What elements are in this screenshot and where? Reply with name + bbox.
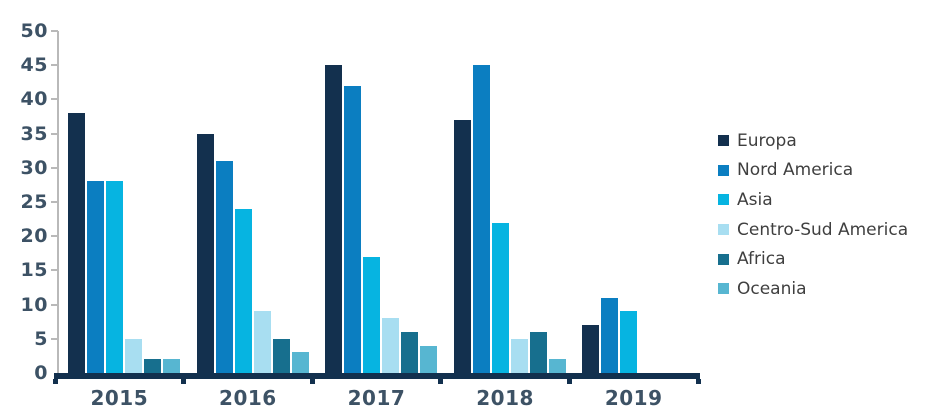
bar-asia-2018 xyxy=(491,222,509,373)
legend-label: Nord America xyxy=(737,160,854,181)
y-tick-mark xyxy=(51,98,58,101)
x-tick-mark xyxy=(438,379,444,384)
legend-item-asia: Asia xyxy=(718,185,948,215)
y-tick-label: 20 xyxy=(20,225,48,248)
legend-label: Africa xyxy=(737,249,786,270)
y-tick-mark xyxy=(51,269,58,272)
bar-nord-america-2017 xyxy=(344,85,362,373)
bar-nord-america-2018 xyxy=(472,65,490,373)
x-tick-label: 2015 xyxy=(90,386,149,410)
y-tick-label: 35 xyxy=(20,122,48,145)
x-tick-label: 2018 xyxy=(476,386,534,410)
legend-swatch-icon xyxy=(718,253,729,265)
y-tick-mark xyxy=(51,303,58,306)
bar-centro-sud-america-2018 xyxy=(510,338,528,373)
legend-swatch-icon xyxy=(718,194,729,206)
x-tick-mark xyxy=(52,379,58,384)
y-tick-mark xyxy=(51,166,58,169)
y-tick-label: 0 xyxy=(34,362,48,384)
bar-asia-2017 xyxy=(363,256,381,373)
bar-europa-2016 xyxy=(196,133,214,373)
bar-nord-america-2019 xyxy=(601,297,619,373)
bar-centro-sud-america-2017 xyxy=(382,318,400,373)
bar-oceania-2016 xyxy=(291,352,309,373)
bar-centro-sud-america-2015 xyxy=(125,338,142,373)
x-tick-mark xyxy=(566,379,572,384)
bar-centro-sud-america-2016 xyxy=(253,311,271,373)
legend-label: Oceania xyxy=(737,278,807,299)
x-tick-label: 2019 xyxy=(604,386,663,410)
bar-europa-2019 xyxy=(582,325,600,373)
x-tick-mark xyxy=(309,379,315,384)
legend-swatch-icon xyxy=(718,164,729,176)
bar-asia-2019 xyxy=(620,311,638,373)
y-tick-label: 25 xyxy=(20,191,48,213)
y-tick-mark xyxy=(51,235,58,238)
bar-oceania-2015 xyxy=(163,359,180,373)
bar-africa-2018 xyxy=(529,331,547,373)
chart-legend: Europa Nord America Asia Centro-Sud America… xyxy=(718,126,948,304)
x-axis-line xyxy=(54,373,700,379)
y-tick-mark xyxy=(51,64,58,67)
y-tick-label: 40 xyxy=(20,88,48,111)
bar-africa-2017 xyxy=(401,331,419,373)
y-axis-line xyxy=(57,31,59,374)
bar-africa-2016 xyxy=(272,338,290,373)
bar-asia-2016 xyxy=(234,208,252,373)
y-tick-label: 10 xyxy=(20,293,48,316)
bar-europa-2015 xyxy=(68,113,85,373)
y-tick-mark xyxy=(51,337,58,340)
bar-nord-america-2016 xyxy=(215,160,233,373)
legend-item-nord-america: Nord America xyxy=(718,156,948,186)
y-tick-label: 5 xyxy=(34,327,48,350)
legend-swatch-icon xyxy=(718,135,729,147)
legend-label: Europa xyxy=(737,130,797,151)
y-tick-mark xyxy=(51,30,58,32)
y-tick-label: 30 xyxy=(20,156,48,179)
bar-asia-2015 xyxy=(106,181,123,373)
legend-item-africa: Africa xyxy=(718,244,948,274)
y-tick-mark xyxy=(51,132,58,135)
bar-africa-2015 xyxy=(144,359,161,373)
legend-item-europa: Europa xyxy=(718,126,948,156)
legend-item-oceania: Oceania xyxy=(718,274,948,304)
bar-oceania-2018 xyxy=(548,359,566,373)
legend-swatch-icon xyxy=(718,224,729,236)
legend-label: Asia xyxy=(737,189,773,210)
y-tick-mark xyxy=(51,201,58,203)
legend-item-centro-sud-america: Centro-Sud America xyxy=(718,215,948,245)
y-tick-label: 45 xyxy=(20,54,48,77)
bar-europa-2017 xyxy=(325,65,343,373)
x-tick-mark xyxy=(181,379,187,384)
x-tick-label: 2017 xyxy=(347,386,406,410)
x-tick-label: 2016 xyxy=(219,386,277,410)
bar-europa-2018 xyxy=(453,119,471,373)
y-tick-label: 50 xyxy=(20,20,48,42)
y-tick-label: 15 xyxy=(20,259,48,282)
bar-oceania-2017 xyxy=(420,345,438,373)
legend-label: Centro-Sud America xyxy=(737,219,909,240)
bar-nord-america-2015 xyxy=(87,181,104,373)
x-tick-mark xyxy=(695,379,701,384)
legend-swatch-icon xyxy=(718,283,729,295)
